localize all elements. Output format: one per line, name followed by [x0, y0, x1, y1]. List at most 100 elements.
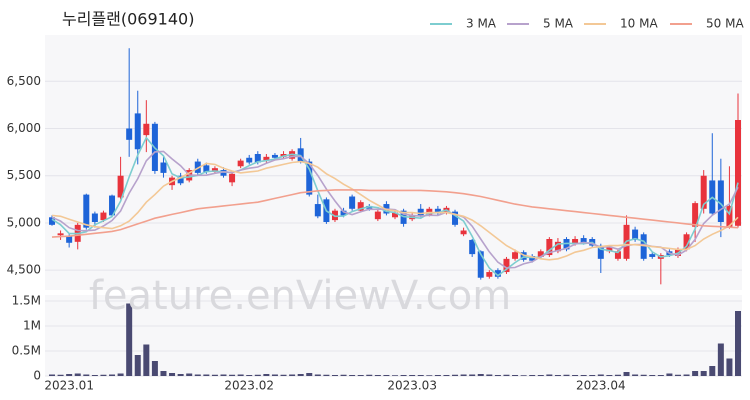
candle-body — [512, 252, 519, 259]
candle-body — [177, 175, 184, 184]
volume-bar — [683, 374, 690, 376]
x-tick-label: 2023.03 — [387, 379, 437, 393]
volume-bar — [563, 374, 570, 376]
volume-bar — [263, 374, 270, 376]
candle-body — [254, 154, 261, 163]
candle-body — [597, 245, 604, 259]
candle-body — [392, 212, 398, 218]
y-tick-label: 6,000 — [7, 121, 41, 135]
volume-bar — [49, 374, 55, 376]
volume-bar — [340, 374, 347, 376]
volume-bar — [580, 375, 587, 376]
volume-bar — [151, 361, 158, 376]
volume-bar — [554, 375, 561, 376]
chart-title: 누리플랜(069140) — [62, 10, 194, 29]
candle-body — [649, 254, 656, 257]
candle-body — [554, 241, 561, 252]
volume-bar — [349, 375, 356, 376]
x-tick-label: 2023.04 — [576, 379, 626, 393]
y-tick-label: 4,500 — [7, 263, 41, 277]
volume-bar — [674, 374, 681, 376]
volume-bar — [735, 311, 741, 376]
candle-body — [194, 161, 201, 173]
candle-body — [109, 195, 116, 216]
volume-bar — [134, 355, 141, 376]
candle-body — [735, 120, 741, 226]
volume-bar — [537, 375, 544, 376]
volume-bar — [520, 375, 527, 376]
candle-body — [357, 202, 364, 211]
legend-label: 50 MA — [706, 17, 744, 31]
candle-body — [717, 180, 724, 222]
candle-body — [632, 229, 639, 240]
volume-bar — [331, 375, 338, 376]
candle-body — [340, 210, 347, 216]
candle-body — [614, 251, 621, 259]
volume-bar — [57, 374, 64, 376]
volume-bar — [314, 374, 321, 376]
candle-body — [66, 236, 73, 243]
volume-bar — [726, 358, 733, 376]
candle-body — [460, 230, 467, 235]
volume-bar — [74, 373, 81, 376]
volume-panel — [45, 295, 742, 376]
volume-bar — [709, 366, 716, 376]
volume-tick-label: 1M — [23, 319, 41, 333]
volume-bar — [426, 375, 433, 376]
x-tick-label: 2023.01 — [44, 379, 94, 393]
candle-body — [246, 157, 253, 163]
volume-bar — [177, 374, 184, 376]
volume-bar — [632, 374, 639, 376]
volume-bar — [469, 374, 476, 376]
volume-bar — [229, 374, 236, 376]
volume-bar — [503, 374, 510, 376]
volume-bar — [203, 374, 210, 376]
candle-body — [126, 128, 133, 140]
volume-bar — [477, 374, 484, 376]
candle-body — [520, 252, 527, 260]
candle-body — [683, 234, 690, 250]
y-tick-label: 5,500 — [7, 168, 41, 182]
volume-bar — [546, 374, 553, 376]
ma-line — [51, 150, 739, 269]
volume-bar — [306, 373, 313, 376]
volume-bar — [606, 375, 613, 376]
candle-body — [469, 239, 476, 255]
volume-bar — [211, 374, 218, 376]
candle-body — [503, 258, 510, 273]
volume-bar — [657, 375, 664, 376]
candle-body — [426, 208, 433, 215]
candle-body — [417, 208, 424, 216]
volume-bar — [597, 374, 604, 376]
volume-bar — [186, 373, 193, 376]
volume-bar — [692, 371, 699, 376]
volume-bar — [126, 303, 133, 376]
volume-bar — [649, 375, 656, 376]
volume-bar — [100, 374, 107, 376]
volume-bar — [640, 374, 647, 376]
candle-body — [211, 168, 218, 172]
candle-body — [486, 272, 493, 277]
candle-body — [434, 208, 441, 214]
volume-bar — [717, 343, 724, 376]
legend-label: 3 MA — [466, 17, 497, 31]
candle-body — [726, 205, 733, 227]
volume-bar — [494, 375, 501, 376]
candle-body — [349, 196, 356, 209]
volume-bar — [529, 375, 536, 376]
candle-body — [306, 161, 313, 195]
volume-tick-label: 1.5M — [12, 294, 41, 308]
candle-body — [572, 239, 579, 244]
volume-bar — [109, 374, 116, 376]
volume-bar — [160, 371, 167, 376]
candle-body — [83, 194, 90, 228]
candle-body — [606, 247, 613, 252]
volume-bar — [409, 375, 416, 376]
volume-bar — [254, 374, 261, 376]
candle-body — [91, 213, 98, 222]
candle-body — [314, 204, 321, 217]
volume-bar — [323, 374, 330, 376]
candle-body — [57, 233, 64, 236]
volume-bar — [572, 375, 579, 376]
volume-bar — [220, 374, 227, 376]
